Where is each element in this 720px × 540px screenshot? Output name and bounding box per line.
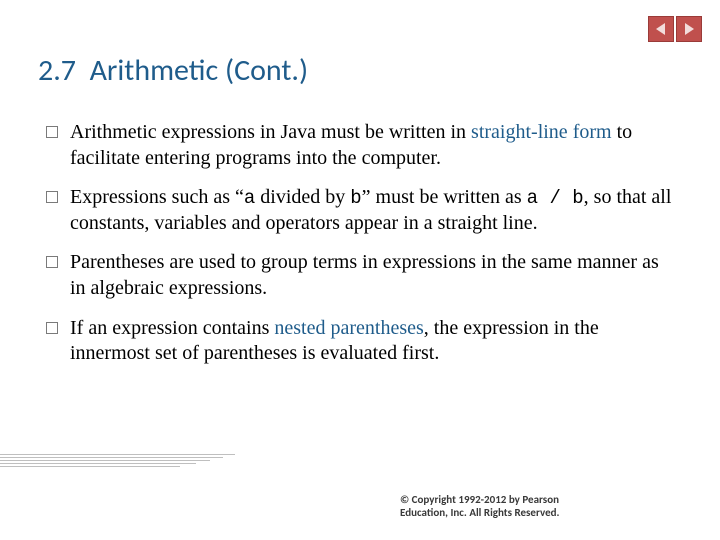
prev-button[interactable] — [648, 16, 674, 42]
keyword-text: straight-line form — [471, 121, 612, 143]
list-item: Parentheses are used to group terms in e… — [46, 250, 672, 301]
keyword-text: nested parentheses — [274, 317, 423, 339]
code-text: a / b — [527, 187, 584, 209]
footer-line1: © Copyright 1992-2012 by Pearson — [400, 493, 559, 506]
triangle-left-icon — [654, 22, 668, 36]
slide-title: 2.7 Arithmetic (Cont.) — [38, 52, 308, 89]
footer-line2: Education, Inc. All Rights Reserved. — [400, 506, 559, 519]
title-number: 2.7 — [38, 52, 76, 89]
body-text: divided by — [255, 186, 350, 208]
list-item: Expressions such as “a divided by b” mus… — [46, 185, 672, 236]
body-text: Parentheses are used to group terms in e… — [70, 251, 659, 299]
code-text: a — [244, 187, 255, 209]
decorative-lines — [0, 454, 235, 472]
copyright-footer: © Copyright 1992-2012 by Pearson Educati… — [400, 493, 660, 521]
nav-buttons — [648, 16, 702, 42]
list-item: If an expression contains nested parenth… — [46, 316, 672, 367]
list-item: Arithmetic expressions in Java must be w… — [46, 120, 672, 171]
body-text: Arithmetic expressions in Java must be w… — [70, 121, 471, 143]
code-text: b — [350, 187, 361, 209]
body-text: ” must be written as — [362, 186, 527, 208]
body-text: If an expression contains — [70, 317, 274, 339]
triangle-right-icon — [682, 22, 696, 36]
next-button[interactable] — [676, 16, 702, 42]
bullet-list: Arithmetic expressions in Java must be w… — [46, 120, 672, 367]
body-text: Expressions such as “ — [70, 186, 244, 208]
title-text: Arithmetic (Cont.) — [90, 52, 309, 89]
content-area: Arithmetic expressions in Java must be w… — [46, 120, 672, 381]
